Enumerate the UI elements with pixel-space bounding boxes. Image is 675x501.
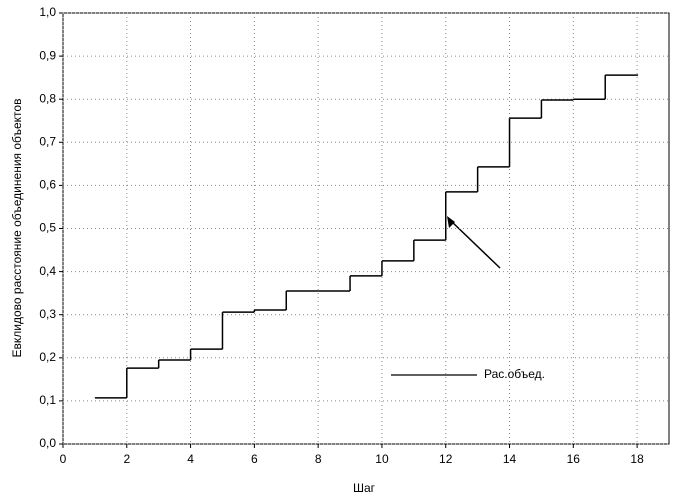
y-axis-label: Евклидово расстояние объединения объекто… xyxy=(10,99,24,358)
legend-label: Рас.объед. xyxy=(484,367,545,381)
x-tick-label: 8 xyxy=(315,452,322,466)
y-tick-label: 0,2 xyxy=(39,350,56,364)
x-tick-label: 16 xyxy=(567,452,581,466)
x-tick-label: 6 xyxy=(251,452,258,466)
y-tick-label: 0,0 xyxy=(39,436,56,450)
y-tick-label: 0,6 xyxy=(39,178,56,192)
y-tick-label: 0,8 xyxy=(39,91,56,105)
x-tick-label: 14 xyxy=(503,452,517,466)
x-tick-label: 18 xyxy=(630,452,644,466)
x-tick-label: 2 xyxy=(123,452,130,466)
arrow-head xyxy=(447,216,455,228)
y-tick-label: 1,0 xyxy=(39,5,56,19)
y-tick-label: 0,5 xyxy=(39,221,56,235)
y-tick-label: 0,1 xyxy=(39,393,56,407)
x-axis-label: Шаг xyxy=(353,481,376,495)
y-tick-label: 0,9 xyxy=(39,48,56,62)
x-tick-label: 4 xyxy=(187,452,194,466)
x-tick-label: 10 xyxy=(375,452,389,466)
y-tick-label: 0,7 xyxy=(39,134,56,148)
x-tick-label: 12 xyxy=(439,452,453,466)
y-tick-label: 0,4 xyxy=(39,264,56,278)
plot-frame xyxy=(62,12,670,445)
x-tick-label: 0 xyxy=(60,452,67,466)
y-tick-label: 0,3 xyxy=(39,307,56,321)
annotation-arrow xyxy=(449,219,501,269)
